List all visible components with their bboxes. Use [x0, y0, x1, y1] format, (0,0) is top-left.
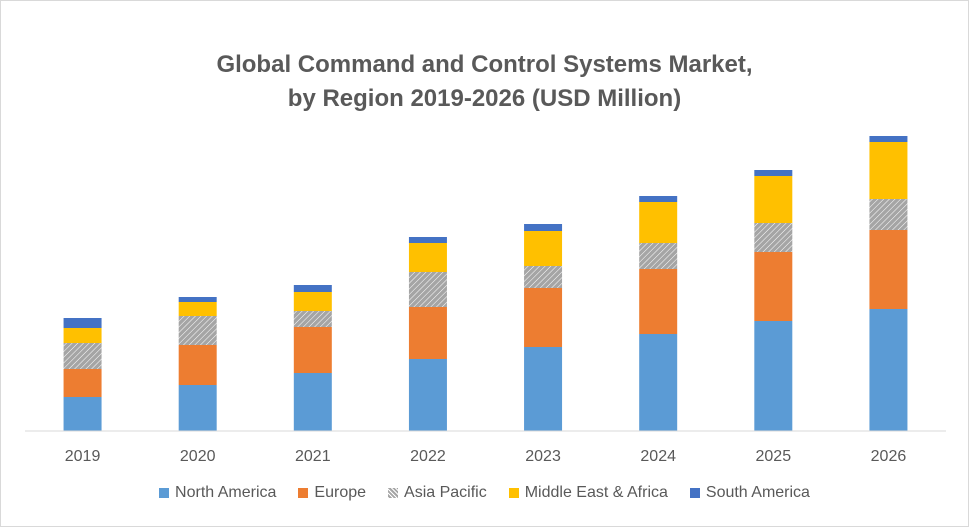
- bar-segment-2023-asia-pacific: [524, 266, 563, 288]
- chart-title: Global Command and Control Systems Marke…: [1, 48, 968, 116]
- bar-segment-2024-europe: [639, 269, 678, 334]
- bar-segment-2020-middle-east-africa: [178, 302, 217, 316]
- legend-swatch: [508, 488, 519, 498]
- bar-segment-2022-asia-pacific: [408, 272, 447, 307]
- legend-label: Asia Pacific: [404, 484, 487, 501]
- bar-segment-2020-asia-pacific: [178, 316, 217, 345]
- bar-segment-2019-north-america: [63, 397, 102, 431]
- chart-title-line-1: Global Command and Control Systems Marke…: [216, 51, 753, 78]
- legend-swatch: [689, 488, 700, 498]
- bar-segment-2024-south-america: [639, 196, 678, 202]
- bar-segment-2020-north-america: [178, 385, 217, 431]
- bar-segment-2023-middle-east-africa: [524, 231, 563, 266]
- x-tick-label: 2024: [640, 448, 676, 465]
- bar-segment-2024-asia-pacific: [639, 243, 678, 269]
- legend-label: Middle East & Africa: [524, 484, 668, 501]
- bar-segment-2021-south-america: [293, 285, 332, 292]
- legend-item-north-america: North America: [159, 484, 276, 502]
- bar-segment-2025-asia-pacific: [754, 223, 793, 252]
- bar-segment-2026-europe: [869, 230, 908, 309]
- legend-swatch: [159, 488, 170, 498]
- x-tick-label: 2023: [525, 448, 561, 465]
- legend-swatch: [388, 488, 399, 498]
- bar-segment-2021-middle-east-africa: [293, 292, 332, 311]
- bar-segment-2019-middle-east-africa: [63, 328, 102, 343]
- chart-title-line-2: by Region 2019-2026 (USD Million): [287, 85, 682, 112]
- bar-segment-2022-europe: [408, 307, 447, 359]
- bar-segment-2024-north-america: [639, 334, 678, 431]
- bar-segment-2022-middle-east-africa: [408, 243, 447, 272]
- legend-label: Europe: [314, 484, 367, 501]
- legend-item-middle-east-africa: Middle East & Africa: [508, 484, 668, 502]
- bar-segment-2026-asia-pacific: [869, 199, 908, 230]
- bar-stacks: [63, 136, 908, 431]
- bar-segment-2020-south-america: [178, 297, 217, 302]
- x-tick-label: 2019: [65, 448, 101, 465]
- bar-segment-2022-north-america: [408, 359, 447, 431]
- bar-segment-2023-europe: [524, 288, 563, 347]
- x-tick-labels: 2019 2020 2021 2022 2023 2024 2025 2026: [65, 448, 907, 465]
- legend-item-south-america: South America: [689, 484, 810, 502]
- bar-segment-2021-north-america: [293, 373, 332, 431]
- legend-label: South America: [705, 484, 810, 501]
- legend-swatch: [298, 488, 309, 498]
- bar-segment-2019-asia-pacific: [63, 343, 102, 369]
- bar-segment-2025-south-america: [754, 170, 793, 176]
- bar-segment-2026-north-america: [869, 309, 908, 431]
- legend: North America Europe Asia Pacific Middle Ea…: [1, 484, 968, 502]
- legend-item-asia-pacific: Asia Pacific: [388, 484, 487, 502]
- x-tick-label: 2025: [756, 448, 792, 465]
- bar-segment-2019-south-america: [63, 318, 102, 328]
- bar-segment-2025-middle-east-africa: [754, 176, 793, 223]
- bar-segment-2026-south-america: [869, 136, 908, 142]
- bar-segment-2024-middle-east-africa: [639, 202, 678, 243]
- bar-segment-2021-asia-pacific: [293, 311, 332, 327]
- bar-segment-2019-europe: [63, 369, 102, 397]
- bar-segment-2025-europe: [754, 252, 793, 321]
- x-tick-label: 2026: [871, 448, 907, 465]
- x-tick-label: 2022: [410, 448, 446, 465]
- x-tick-label: 2020: [180, 448, 216, 465]
- bar-segment-2023-north-america: [524, 347, 563, 431]
- bar-segment-2026-middle-east-africa: [869, 142, 908, 199]
- bar-segment-2025-north-america: [754, 321, 793, 431]
- legend-label: North America: [175, 484, 277, 501]
- bar-segment-2020-europe: [178, 345, 217, 385]
- bar-segment-2022-south-america: [408, 237, 447, 243]
- bar-segment-2021-europe: [293, 327, 332, 373]
- x-tick-label: 2021: [295, 448, 331, 465]
- legend-item-europe: Europe: [298, 484, 366, 502]
- bar-segment-2023-south-america: [524, 224, 563, 231]
